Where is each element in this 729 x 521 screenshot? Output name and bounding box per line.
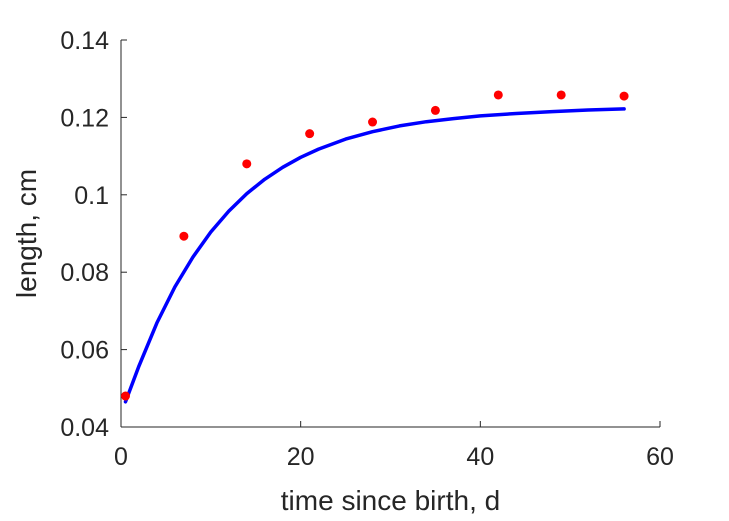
y-axis-title: length, cm xyxy=(11,169,42,298)
data-point xyxy=(619,91,629,101)
y-tick-label: 0.06 xyxy=(60,337,109,365)
data-point xyxy=(179,231,189,241)
y-tick-label: 0.14 xyxy=(60,27,109,55)
y-tick-label: 0.04 xyxy=(60,414,109,442)
x-axis-title: time since birth, d xyxy=(281,485,500,516)
data-point xyxy=(368,117,378,127)
x-tick-label: 60 xyxy=(646,443,674,471)
y-tick-label: 0.12 xyxy=(60,104,109,132)
x-tick-label: 20 xyxy=(287,443,315,471)
x-tick-label: 40 xyxy=(466,443,494,471)
data-point xyxy=(493,90,503,100)
data-point xyxy=(305,129,315,139)
data-point xyxy=(242,159,252,169)
data-point xyxy=(120,391,130,401)
x-tick-label: 0 xyxy=(114,443,128,471)
y-tick-label: 0.1 xyxy=(74,182,109,210)
y-tick-label: 0.08 xyxy=(60,259,109,287)
fit-curve-line xyxy=(123,107,626,404)
data-point xyxy=(430,105,440,115)
data-point xyxy=(556,90,566,100)
